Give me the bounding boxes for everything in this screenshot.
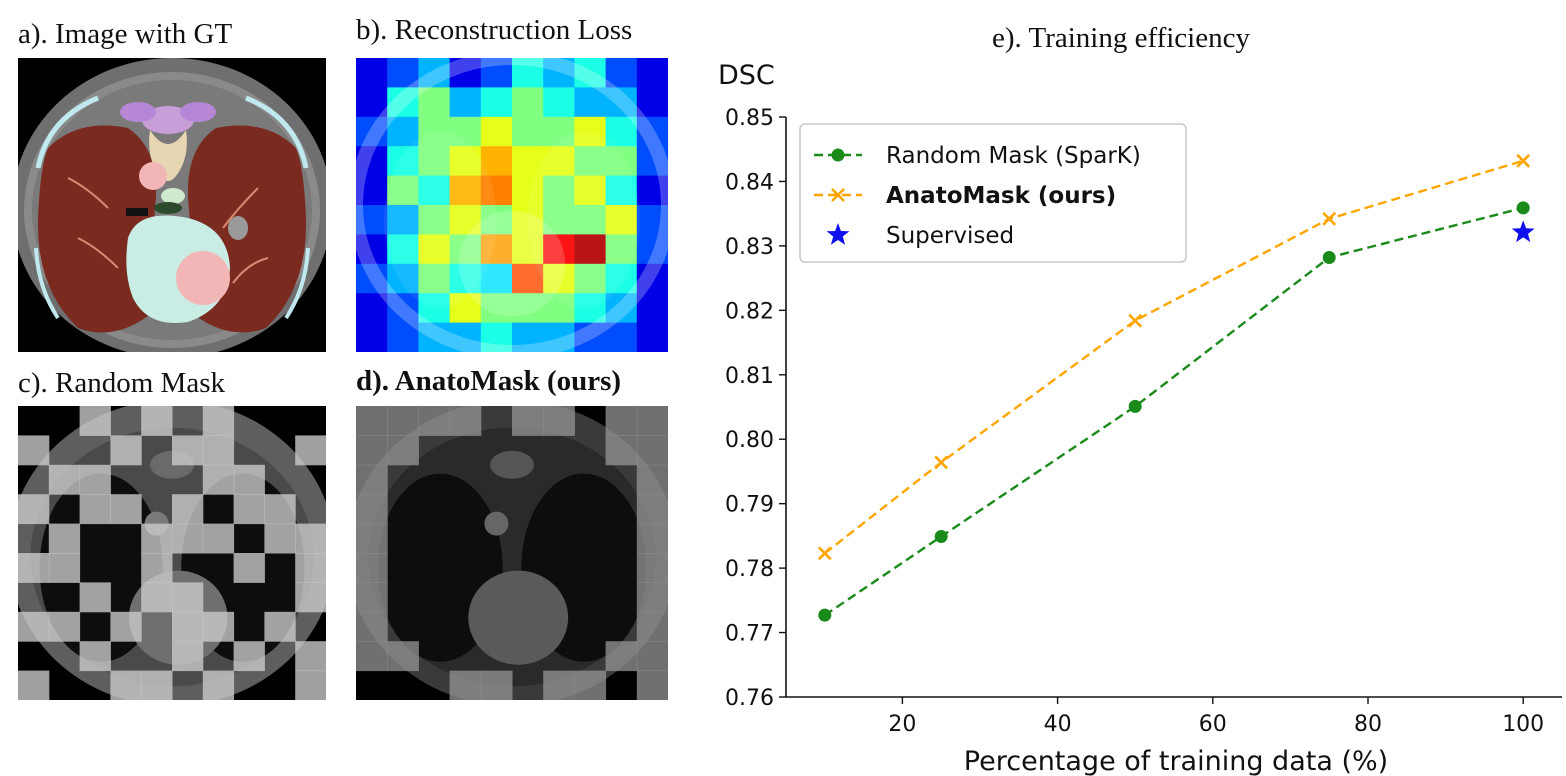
legend-item: Supervised xyxy=(826,223,1014,249)
chart-legend: Random Mask (SparK) AnatoMask (ours) Super… xyxy=(799,123,1187,263)
legend-label: Random Mask (SparK) xyxy=(886,143,1141,169)
legend-marker xyxy=(826,223,850,245)
y-tick-label: 0.76 xyxy=(725,686,774,711)
x-tick-label: 40 xyxy=(1044,712,1072,737)
data-point xyxy=(934,455,949,470)
ct-image-with-gt xyxy=(18,58,326,352)
training-efficiency-chart: e). Training efficiency DSC Percentage o… xyxy=(718,22,1562,776)
data-point xyxy=(818,608,832,622)
data-point xyxy=(1128,313,1143,328)
x-axis-label: Percentage of training data (%) xyxy=(964,746,1388,776)
y-tick-label: 0.78 xyxy=(725,557,774,582)
anatomask-image xyxy=(356,406,668,700)
y-axis-label: DSC xyxy=(718,60,775,91)
data-point xyxy=(817,546,832,561)
panel-b-title: b). Reconstruction Loss xyxy=(356,14,633,46)
data-point xyxy=(1322,250,1336,264)
panel-c-title: c). Random Mask xyxy=(18,367,225,399)
chart-ticks: 0.76 0.77 0.78 0.79 0.80 0.81 0.82 0.83 0.84 0.85… xyxy=(725,106,1544,737)
x-tick-label: 60 xyxy=(1199,712,1227,737)
chart-title: e). Training efficiency xyxy=(992,22,1250,54)
series-2 xyxy=(1511,220,1535,243)
random-mask-image xyxy=(18,406,326,700)
panel-a-title: a). Image with GT xyxy=(18,18,233,50)
data-point xyxy=(1322,211,1337,226)
legend-box xyxy=(799,123,1187,263)
y-tick-label: 0.81 xyxy=(725,364,774,389)
legend-marker xyxy=(831,188,845,202)
data-point xyxy=(1516,153,1531,168)
legend-label: Supervised xyxy=(886,223,1014,249)
data-point xyxy=(934,530,948,544)
data-point xyxy=(1128,399,1142,413)
panel-d-title: d). AnatoMask (ours) xyxy=(356,365,622,397)
x-tick-label: 100 xyxy=(1502,712,1544,737)
data-point xyxy=(1516,201,1530,215)
reconstruction-loss-heatmap xyxy=(356,58,668,352)
series-line xyxy=(824,159,1524,555)
y-tick-label: 0.84 xyxy=(725,170,774,195)
chart-series xyxy=(817,153,1535,622)
legend-label: AnatoMask (ours) xyxy=(886,183,1116,209)
y-tick-label: 0.79 xyxy=(725,493,774,518)
legend-item: Random Mask (SparK) xyxy=(814,143,1141,169)
series-1 xyxy=(817,153,1531,561)
legend-item: AnatoMask (ours) xyxy=(814,183,1116,209)
data-point xyxy=(1511,220,1535,243)
series-0 xyxy=(818,201,1530,622)
chart-axes xyxy=(785,117,1562,698)
y-tick-label: 0.82 xyxy=(725,299,774,324)
y-tick-label: 0.77 xyxy=(725,622,774,647)
y-tick-label: 0.80 xyxy=(725,428,774,453)
x-tick-label: 20 xyxy=(888,712,916,737)
y-tick-label: 0.85 xyxy=(725,106,774,131)
y-tick-label: 0.83 xyxy=(725,235,774,260)
x-tick-label: 80 xyxy=(1354,712,1382,737)
legend-marker xyxy=(831,148,845,162)
series-line xyxy=(824,206,1524,617)
